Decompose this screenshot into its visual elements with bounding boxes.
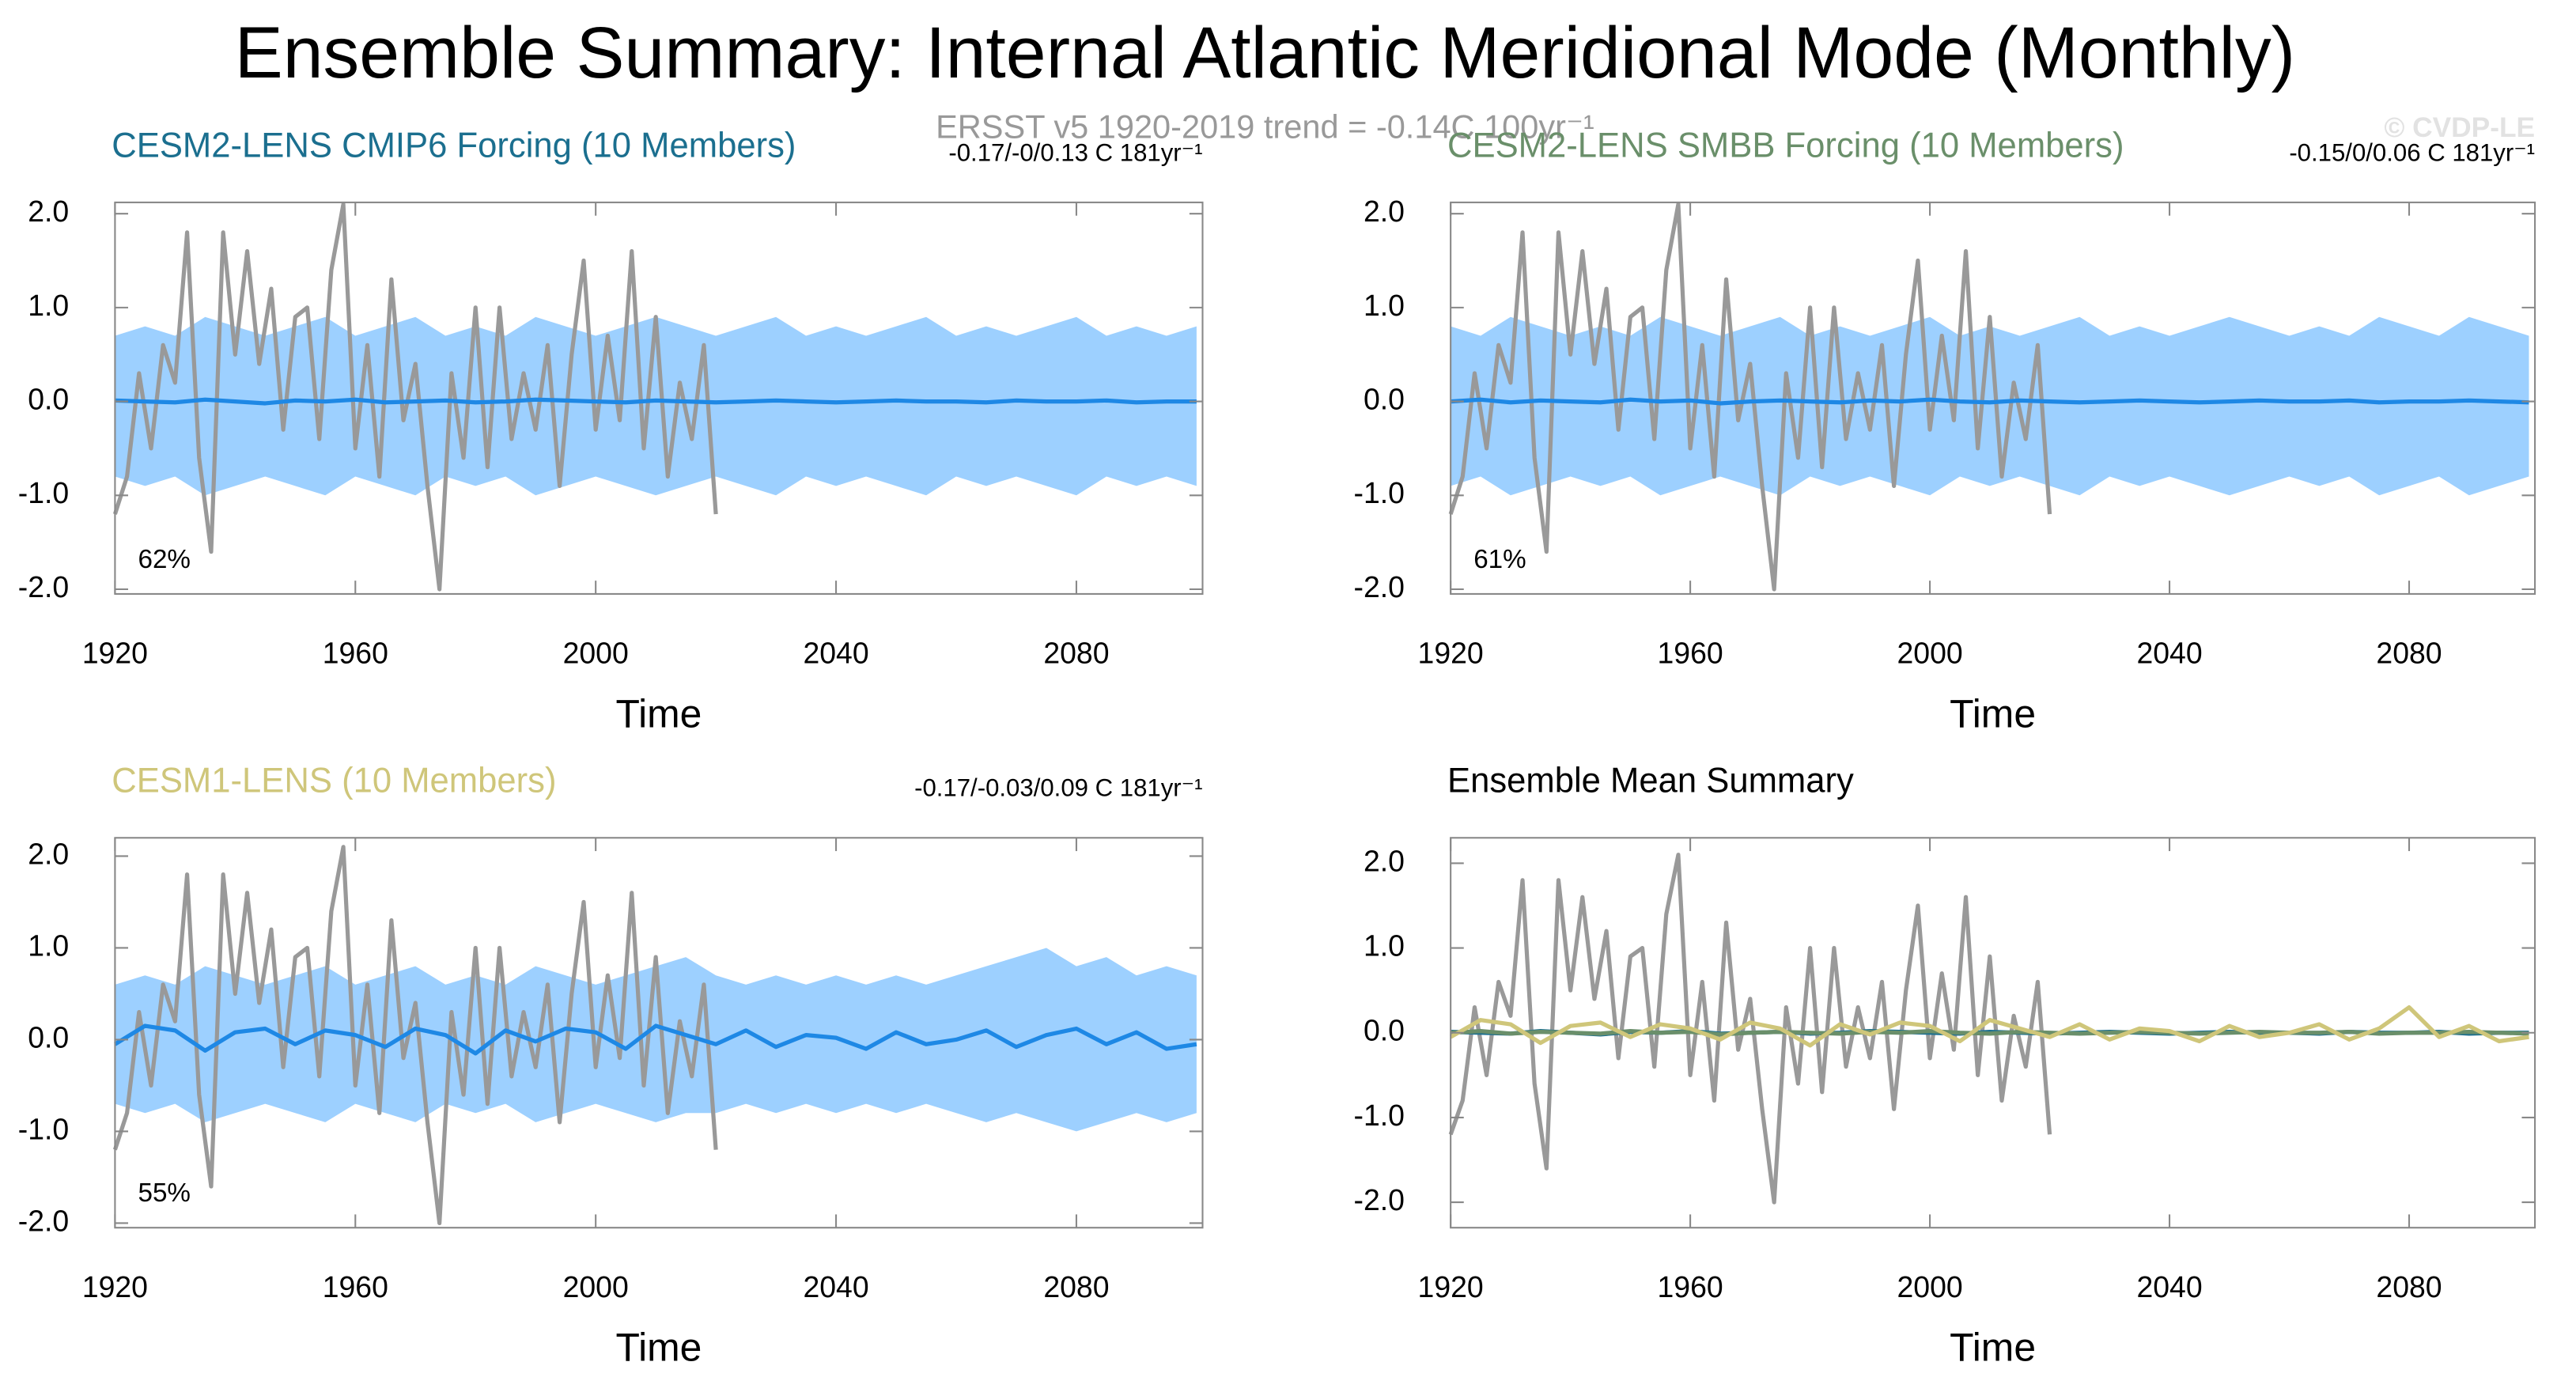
panel-title: CESM1-LENS (10 Members) (112, 762, 556, 800)
x-tick-label: 2040 (803, 636, 868, 669)
x-tick-label: 2040 (803, 1270, 868, 1303)
series-line (115, 397, 1197, 406)
pattern-correlation: 62% (138, 545, 190, 574)
x-tick-label: 1960 (323, 1270, 388, 1303)
series-line (1450, 397, 2529, 406)
y-tick-label: -1.0 (1354, 1099, 1405, 1132)
figure-title: Ensemble Summary: Internal Atlantic Meri… (235, 12, 2295, 93)
plot-frame (114, 837, 1204, 1229)
y-tick-label: 2.0 (28, 195, 69, 228)
panel-title: Ensemble Mean Summary (1447, 762, 1854, 800)
x-tick-label: 1920 (82, 1270, 148, 1303)
y-tick-label: -2.0 (18, 1204, 69, 1237)
y-tick-label: -2.0 (18, 570, 69, 603)
series-line (1449, 1004, 2529, 1048)
y-tick-label: 1.0 (28, 929, 69, 962)
series-line (112, 845, 718, 1226)
x-tick-label: 2040 (2136, 636, 2202, 669)
y-tick-label: 2.0 (1364, 195, 1405, 228)
y-tick-label: -2.0 (1354, 1183, 1405, 1216)
y-tick-label: 1.0 (28, 289, 69, 322)
x-axis-label: Time (1950, 1326, 2036, 1370)
subtitle: ERSST v5 1920-2019 trend = -0.14C 100yr⁻… (936, 108, 1594, 146)
y-tick-label: 0.0 (28, 1020, 69, 1054)
panel-title: CESM2-LENS CMIP6 Forcing (10 Members) (112, 126, 796, 165)
y-tick-label: 0.0 (1364, 382, 1405, 415)
x-tick-label: 2040 (2136, 1270, 2202, 1303)
x-tick-label: 1960 (1658, 1270, 1723, 1303)
y-tick-label: 1.0 (1364, 929, 1405, 962)
x-axis-label: Time (1950, 691, 2036, 736)
x-tick-label: 1960 (1658, 636, 1723, 669)
y-tick-label: 2.0 (1364, 844, 1405, 877)
credit: © CVDP-LE (2384, 112, 2535, 143)
x-tick-label: 1920 (82, 636, 148, 669)
plot-frame (114, 201, 1204, 595)
x-tick-label: 2080 (1043, 1270, 1109, 1303)
trend-annotation: -0.17/-0/0.13 C 181yr⁻¹ (948, 138, 1202, 166)
y-tick-label: 0.0 (1364, 1014, 1405, 1047)
series-line (1448, 853, 2052, 1205)
series-line (112, 202, 718, 592)
x-axis-label: Time (615, 691, 702, 736)
x-tick-label: 2000 (563, 1270, 629, 1303)
trend-annotation: -0.17/-0.03/0.09 C 181yr⁻¹ (914, 774, 1202, 802)
x-tick-label: 1960 (323, 636, 388, 669)
y-tick-label: -1.0 (18, 476, 69, 509)
y-tick-label: 0.0 (28, 382, 69, 415)
panel-title: CESM2-LENS SMBB Forcing (10 Members) (1447, 126, 2124, 165)
plot-frame (1450, 201, 2536, 595)
y-tick-label: -1.0 (1354, 476, 1405, 509)
series-line (114, 1023, 1197, 1056)
trend-annotation: -0.15/0/0.06 C 181yr⁻¹ (2289, 138, 2535, 166)
y-tick-label: 1.0 (1364, 289, 1405, 322)
y-tick-label: -1.0 (18, 1112, 69, 1145)
pattern-correlation: 61% (1473, 545, 1526, 574)
x-tick-label: 2000 (563, 636, 629, 669)
x-tick-label: 2080 (1043, 636, 1109, 669)
series-line (1450, 1028, 2529, 1037)
x-tick-label: 2080 (2376, 636, 2442, 669)
x-tick-label: 1920 (1418, 636, 1484, 669)
y-tick-label: -2.0 (1354, 570, 1405, 603)
x-tick-label: 1920 (1418, 1270, 1484, 1303)
pattern-correlation: 55% (138, 1178, 190, 1208)
x-tick-label: 2080 (2376, 1270, 2442, 1303)
x-axis-label: Time (615, 1326, 702, 1370)
y-tick-label: 2.0 (28, 837, 69, 870)
x-tick-label: 2000 (1897, 1270, 1962, 1303)
x-tick-label: 2000 (1897, 636, 1962, 669)
series-line (1448, 202, 2052, 592)
